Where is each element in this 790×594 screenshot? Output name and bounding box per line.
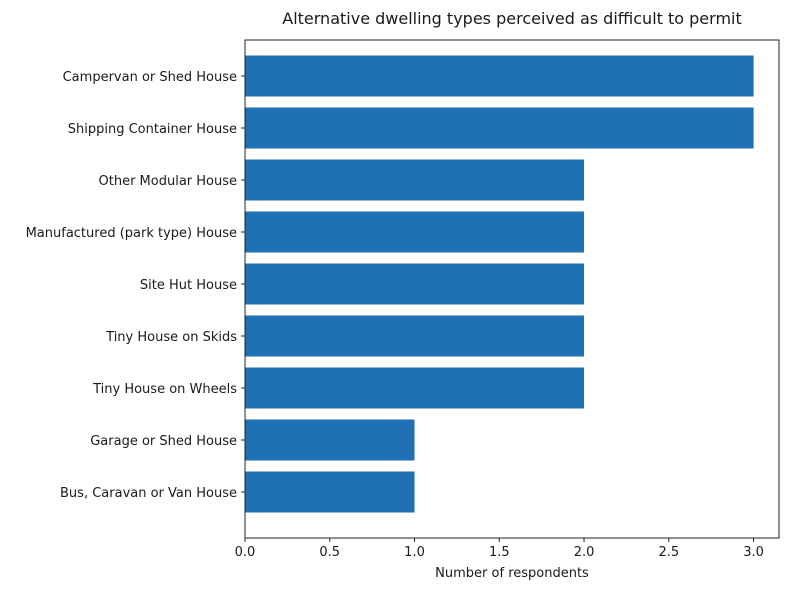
y-tick-label: Manufactured (park type) House (26, 226, 237, 241)
y-tick-label: Garage or Shed House (90, 434, 237, 449)
bar (245, 471, 415, 513)
bars-layer (245, 55, 754, 513)
x-tick-label: 2.5 (658, 545, 679, 560)
x-tick-label: 1.0 (404, 545, 425, 560)
y-tick-label: Bus, Caravan or Van House (60, 486, 237, 501)
y-tick-label: Tiny House on Skids (105, 330, 237, 345)
x-axis-label: Number of respondents (435, 566, 589, 581)
x-tick-label: 0.5 (319, 545, 340, 560)
bar (245, 315, 585, 357)
y-tick-label: Campervan or Shed House (63, 70, 237, 85)
x-tick-label: 0.0 (235, 545, 256, 560)
y-tick-label: Shipping Container House (68, 122, 237, 137)
bar (245, 159, 585, 201)
x-tick-label: 3.0 (743, 545, 764, 560)
chart-title: Alternative dwelling types perceived as … (282, 9, 742, 28)
y-tick-label: Site Hut House (140, 278, 237, 293)
y-axis: Campervan or Shed House Shipping Containe… (26, 70, 245, 501)
bar (245, 419, 415, 461)
x-tick-label: 2.0 (574, 545, 595, 560)
bar (245, 211, 585, 253)
bar (245, 263, 585, 305)
bar (245, 367, 585, 409)
x-tick-label: 1.5 (489, 545, 510, 560)
y-tick-label: Other Modular House (99, 174, 238, 189)
x-axis: 0.0 0.5 1.0 1.5 2.0 2.5 3.0 (235, 538, 764, 560)
bar (245, 107, 754, 149)
bar (245, 55, 754, 97)
plot-frame (244, 39, 780, 539)
y-tick-label: Tiny House on Wheels (92, 382, 237, 397)
